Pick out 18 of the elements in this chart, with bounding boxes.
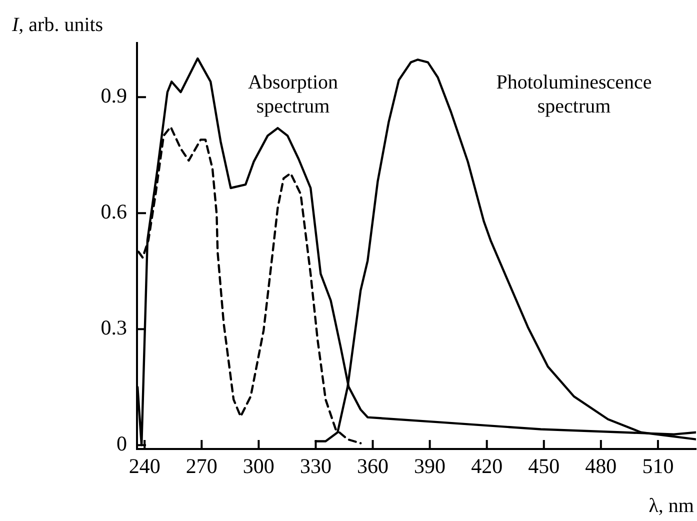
y-tick-label: 0.9	[100, 84, 127, 108]
x-tick-label: 240	[128, 454, 160, 478]
y-tick-label: 0	[116, 432, 127, 456]
annotation: Photoluminescence spectrum	[496, 71, 652, 118]
x-tick-label: 510	[642, 454, 674, 478]
x-tick-label: 480	[585, 454, 617, 478]
x-tick-label: 360	[357, 454, 389, 478]
x-tick-label: 390	[414, 454, 446, 478]
x-tick-label: 300	[242, 454, 274, 478]
y-tick-label: 0.3	[100, 316, 127, 340]
y-axis-title: I, arb. units	[11, 14, 104, 36]
annotation: Absorption spectrum	[248, 71, 338, 118]
x-axis-title: λ, nm	[648, 495, 694, 517]
x-tick-label: 270	[186, 454, 218, 478]
x-tick-label: 450	[528, 454, 560, 478]
x-tick-label: 330	[300, 454, 332, 478]
y-tick-label: 0.6	[100, 200, 127, 224]
x-tick-label: 420	[471, 454, 503, 478]
